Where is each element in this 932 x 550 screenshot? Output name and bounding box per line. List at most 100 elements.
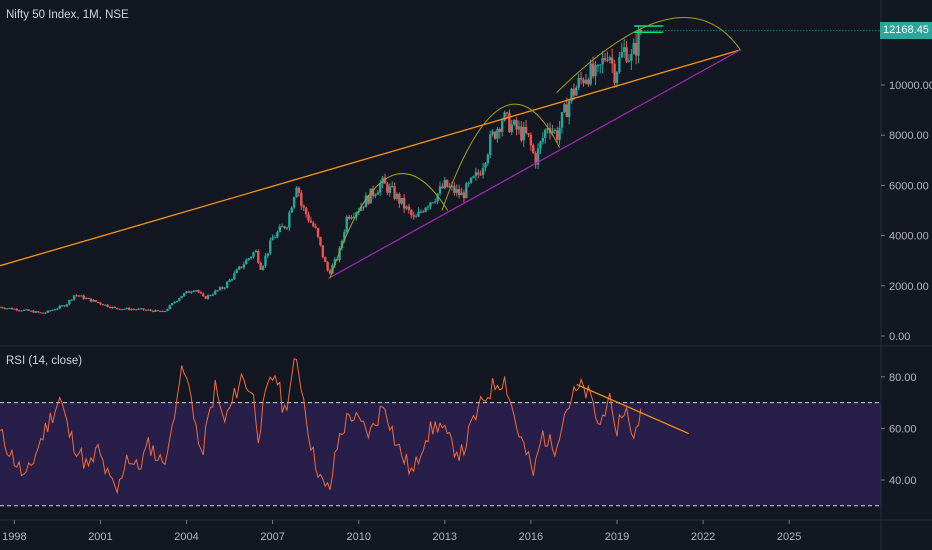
candle-body: [589, 63, 592, 85]
candle-body: [206, 295, 210, 299]
candle-body: [556, 130, 559, 140]
candle-body: [204, 296, 207, 299]
candle-body: [245, 259, 248, 265]
candle-body: [319, 236, 322, 246]
candle-body: [68, 299, 71, 305]
last-price-badge: 12168.45: [880, 22, 932, 40]
candle-body: [271, 237, 274, 241]
candle-body: [34, 311, 38, 313]
candle-body: [53, 309, 57, 311]
rsi-line: [0, 358, 642, 495]
candle-body: [13, 308, 16, 310]
candle-body: [443, 179, 447, 189]
candle-body: [87, 298, 90, 300]
candle-body: [175, 300, 179, 302]
price-tick-label: 8000.00: [889, 130, 929, 142]
candle-body: [58, 305, 61, 309]
candle-body: [493, 131, 497, 139]
time-tick-label: 2022: [691, 531, 715, 543]
candle-body: [343, 232, 346, 241]
candle-body: [130, 309, 133, 311]
candle-body: [163, 311, 167, 313]
candle-body: [269, 240, 272, 254]
candle-body: [106, 304, 109, 307]
candle-body: [151, 310, 155, 312]
candle-body: [422, 211, 425, 213]
candle-body: [49, 310, 52, 312]
candle-body: [137, 308, 140, 310]
candle-body: [161, 311, 164, 313]
candle-body: [266, 253, 270, 256]
candle-series: [0, 25, 643, 315]
candle-body: [429, 202, 432, 207]
candle-body: [108, 306, 112, 309]
symbol-legend[interactable]: Nifty 50 Index, 1M, NSE: [6, 9, 129, 21]
time-tick-label: 2019: [605, 531, 629, 543]
candle-body: [77, 295, 81, 297]
time-tick-label: 2010: [346, 531, 370, 543]
candle-body: [259, 262, 262, 270]
candle-body: [94, 299, 97, 302]
lower-trendline: [328, 49, 741, 279]
candle-body: [190, 291, 193, 293]
candle-body: [520, 126, 523, 141]
candle-body: [80, 295, 83, 297]
candle-body: [104, 304, 107, 306]
candle-body: [374, 194, 377, 196]
candle-body: [417, 211, 420, 217]
candle-body: [622, 47, 626, 53]
candle-body: [634, 42, 638, 56]
candle-body: [216, 290, 219, 292]
candle-body: [333, 259, 336, 266]
candle-body: [25, 309, 28, 311]
candle-body: [431, 202, 435, 204]
candle-body: [44, 312, 47, 314]
upper-trendline: [0, 49, 741, 267]
rsi-tick-label: 40.00: [889, 475, 917, 487]
candle-body: [500, 120, 504, 132]
candle-body: [335, 259, 339, 261]
candle-body: [338, 248, 341, 261]
candle-body: [144, 309, 148, 311]
candle-body: [240, 266, 243, 268]
candle-body: [225, 281, 229, 288]
candle-body: [283, 226, 286, 229]
candle-body: [3, 308, 6, 310]
candle-body: [257, 250, 260, 263]
candle-body: [481, 167, 485, 175]
candle-body: [115, 307, 119, 309]
candle-body: [70, 299, 73, 301]
candle-body: [608, 57, 612, 61]
candle-body: [350, 217, 353, 219]
candle-body: [558, 127, 561, 140]
candle-body: [505, 112, 509, 114]
candle-body: [202, 293, 205, 297]
candle-body: [218, 287, 222, 291]
candle-body: [123, 308, 126, 310]
candle-body: [632, 42, 635, 55]
candle-body: [101, 304, 105, 306]
rsi-legend[interactable]: RSI (14, close): [6, 355, 83, 367]
candle-body: [534, 153, 537, 165]
candle-body: [297, 187, 301, 193]
candle-body: [503, 112, 506, 121]
candle-body: [371, 188, 375, 196]
time-tick-label: 2013: [433, 531, 457, 543]
candle-body: [386, 183, 389, 193]
candle-body: [457, 189, 461, 196]
rounding-arc-3: [556, 17, 741, 93]
candle-body: [489, 134, 492, 155]
candle-body: [127, 307, 131, 310]
candle-body: [362, 206, 365, 208]
candle-body: [132, 309, 136, 311]
candle-body: [450, 185, 454, 187]
candle-body: [211, 294, 215, 296]
candle-body: [199, 292, 203, 294]
candle-body: [1, 307, 4, 309]
candle-body: [486, 154, 490, 164]
candle-body: [29, 310, 33, 312]
candle-body: [331, 265, 334, 274]
candle-body: [572, 88, 576, 96]
